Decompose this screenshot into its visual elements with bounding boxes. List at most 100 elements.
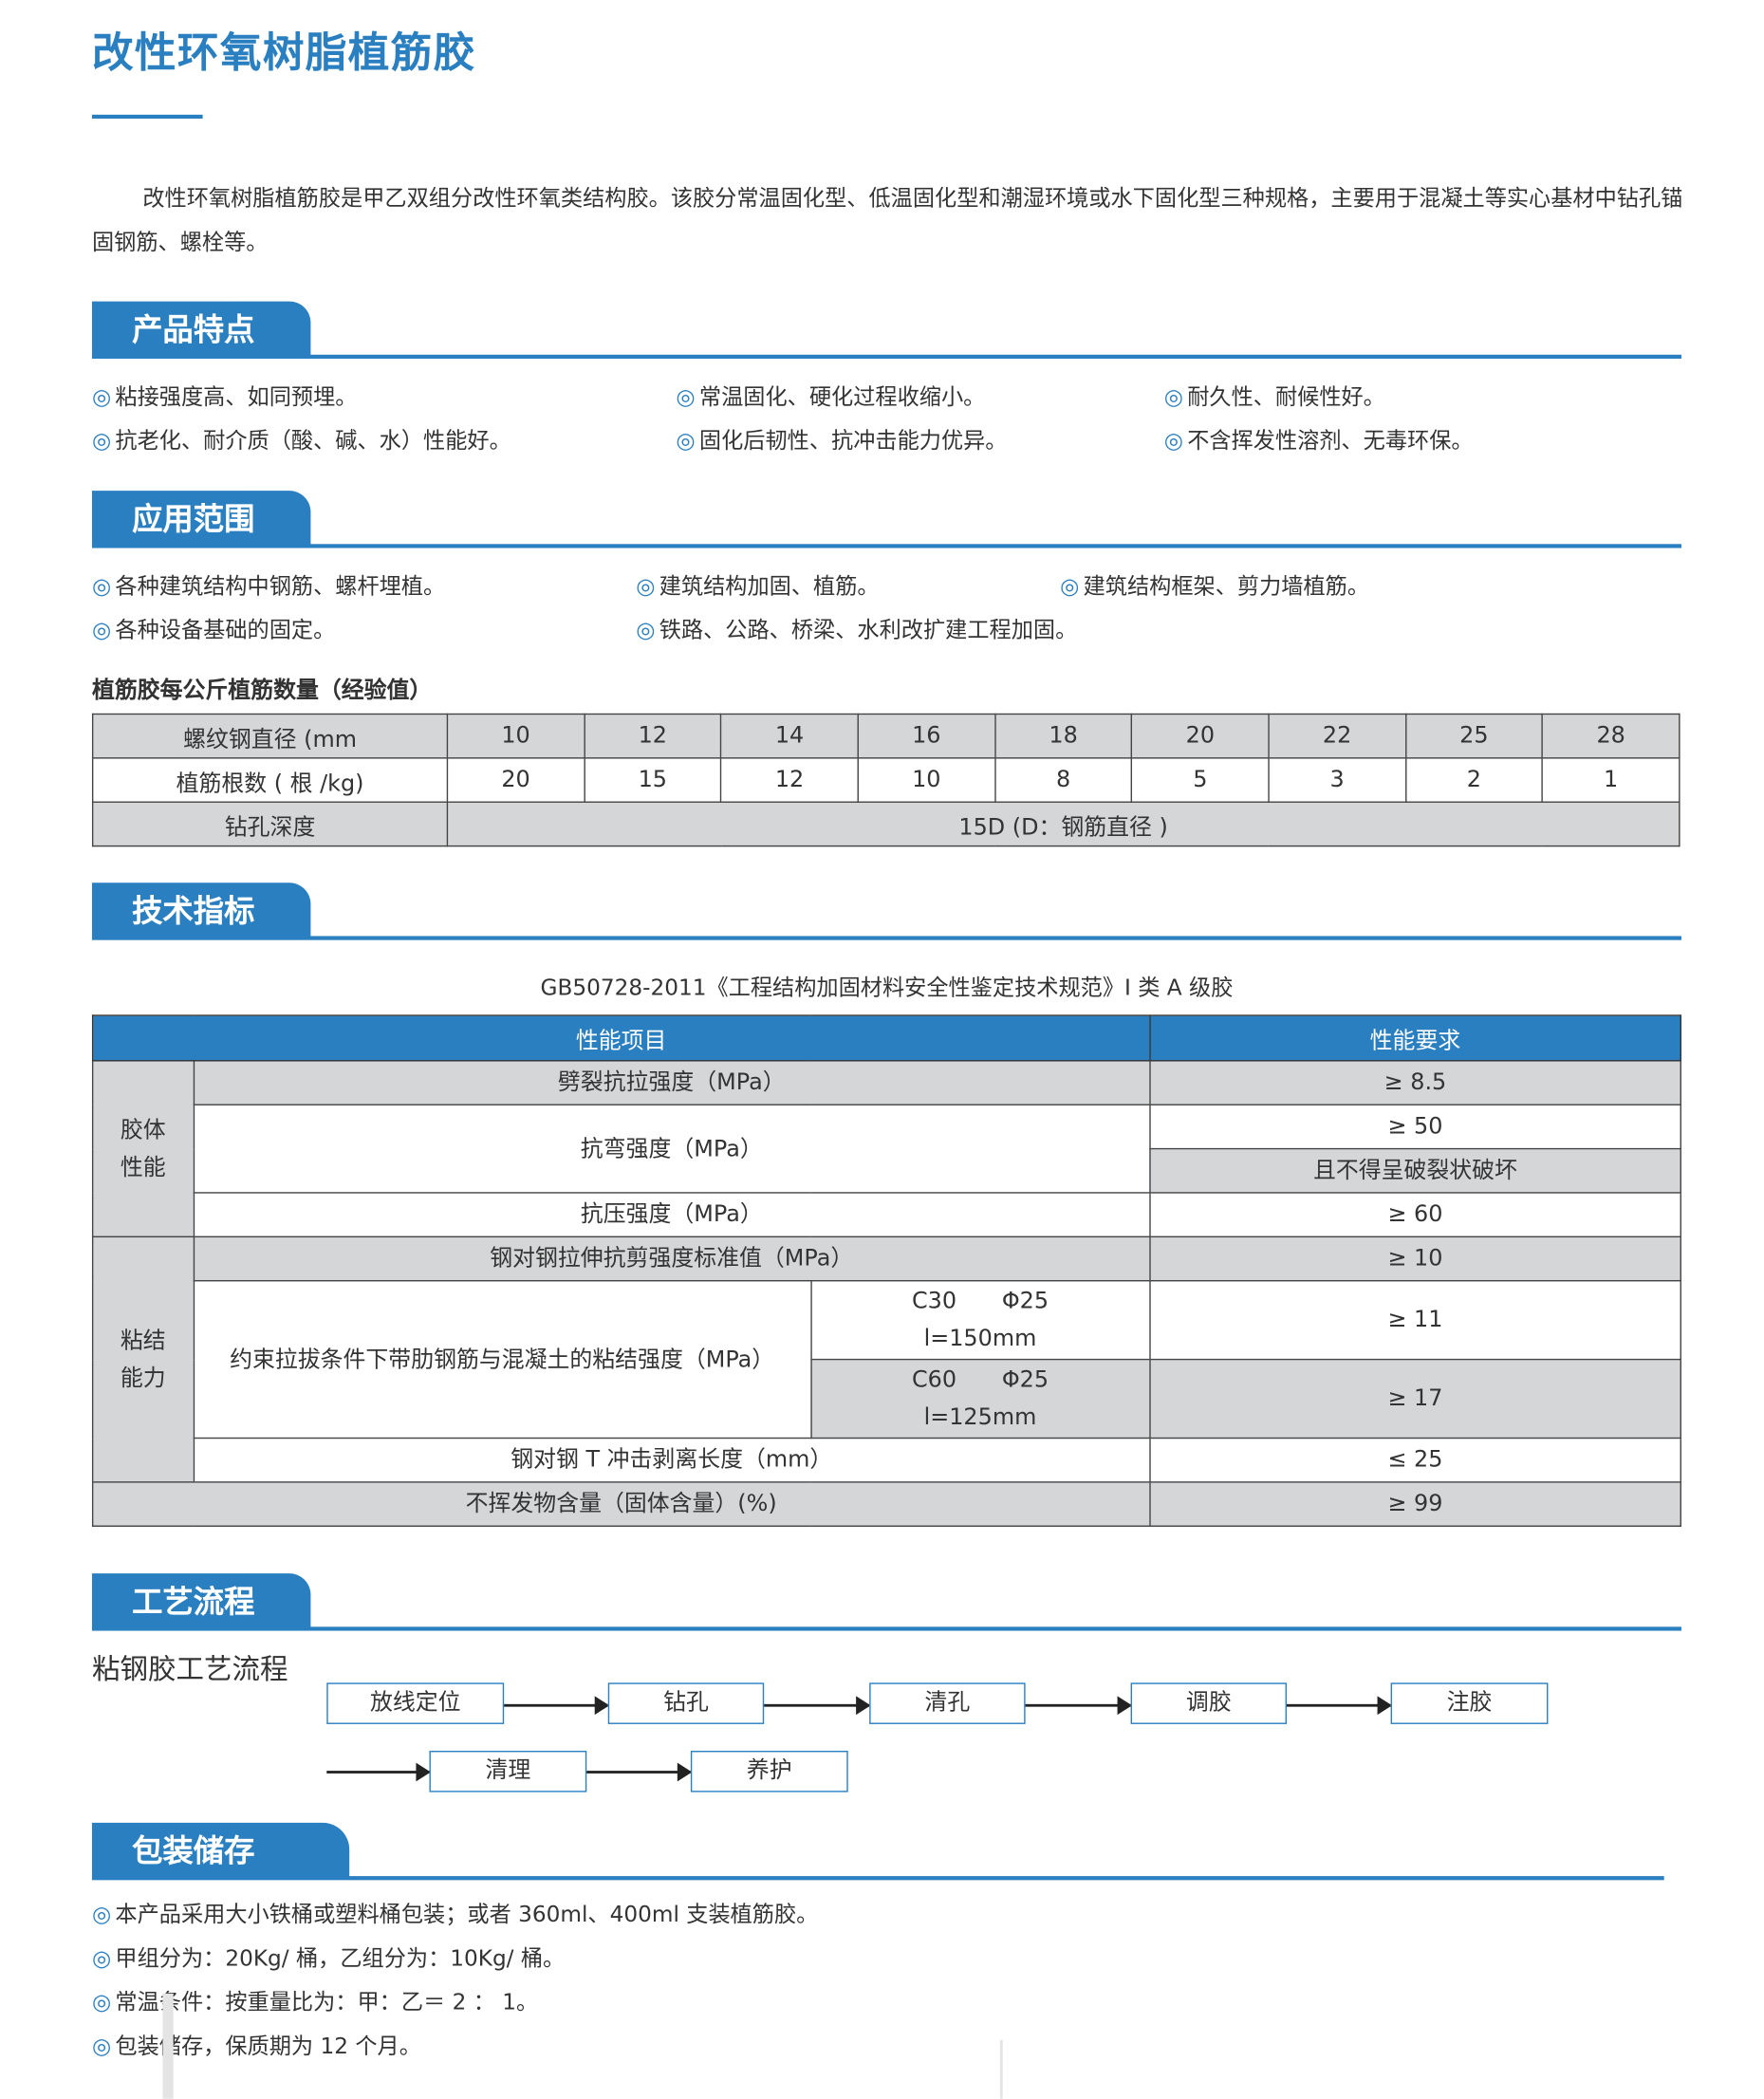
diameter-cell: 18 (993, 713, 1133, 759)
arrow-right-icon (504, 1696, 610, 1716)
req-cell: ≥ 17 (1148, 1358, 1681, 1440)
bullet-icon: ◎ (676, 428, 696, 454)
diameter-cell: 25 (1404, 713, 1544, 759)
arrow-right-icon (1287, 1696, 1393, 1716)
item-cell: 劈裂抗拉强度（MPa） (193, 1060, 1151, 1105)
table-row: 抗弯强度（MPa） ≥ 50 (93, 1104, 1681, 1194)
count-cell: 8 (993, 757, 1133, 803)
count-cell: 20 (446, 757, 585, 803)
bullet-icon: ◎ (636, 617, 656, 643)
title-underline (91, 114, 203, 120)
application-item: ◎ 各种建筑结构中钢筋、螺杆埋植。 (91, 573, 446, 599)
background-building-image (162, 1993, 174, 2099)
arrow-right-icon (586, 1762, 693, 1782)
section-divider (91, 936, 1681, 940)
bullet-icon: ◎ (1163, 383, 1183, 410)
item-cell: 钢对钢拉伸抗剪强度标准值（MPa） (193, 1235, 1151, 1282)
tech-spec-table: 性能项目 性能要求 胶体性能 劈裂抗拉强度（MPa） ≥ 8.5 抗弯强度（MP… (91, 1014, 1681, 1527)
diameter-cell: 16 (857, 713, 996, 759)
item-cell: 钢对钢 T 冲击剥离长度（mm） (193, 1437, 1151, 1483)
item-cell: 抗弯强度（MPa） (193, 1104, 1151, 1194)
table-row: 且不得呈破裂状破坏 (93, 1147, 1681, 1194)
section-divider (91, 354, 1681, 359)
row-header: 钻孔深度 (91, 801, 449, 847)
application-item: ◎ 铁路、公路、桥梁、水利改扩建工程加固。 (636, 617, 1078, 643)
section-process-heading: 工艺流程 (91, 1573, 311, 1630)
diameter-cell: 12 (583, 713, 722, 759)
diameter-cell: 20 (1131, 713, 1270, 759)
diameter-cell: 14 (720, 713, 859, 759)
packaging-item: ◎ 包装储存，保质期为 12 个月。 (91, 2033, 421, 2059)
flow-step: 清理 (429, 1751, 587, 1793)
arrow-right-icon (326, 1762, 431, 1782)
page-title: 改性环氧树脂植筋胶 (91, 28, 476, 78)
flow-step: 清孔 (869, 1682, 1026, 1724)
section-applications-heading: 应用范围 (91, 491, 311, 548)
table-row: 约束拉拔条件下带肋钢筋与混凝土的粘结强度（MPa） C30 Φ25 l=150mm… (93, 1279, 1681, 1440)
req-cell: ≥ 11 (1148, 1279, 1681, 1361)
standard-caption: GB50728-2011《工程结构加固材料安全性鉴定技术规范》I 类 A 级胶 (540, 975, 1234, 1000)
count-cell: 3 (1268, 757, 1406, 803)
flow-step: 放线定位 (326, 1682, 505, 1724)
count-cell: 5 (1131, 757, 1270, 803)
table-row: 胶体性能 劈裂抗拉强度（MPa） ≥ 8.5 (91, 1060, 1681, 1238)
arrow-right-icon (764, 1696, 871, 1716)
item-cell: 抗压强度（MPa） (193, 1192, 1151, 1238)
table-row: C60 Φ25 l=125mm ≥ 17 (93, 1358, 1681, 1440)
bullet-icon: ◎ (91, 573, 112, 599)
diameter-cell: 10 (446, 713, 585, 759)
packaging-item: ◎ 本产品采用大小铁桶或塑料桶包装；或者 360ml、400ml 支装植筋胶。 (91, 1901, 819, 1927)
section-tech-heading: 技术指标 (91, 882, 311, 939)
condition-cell: C30 Φ25 l=150mm (809, 1279, 1151, 1361)
req-cell: ≥ 10 (1148, 1235, 1681, 1282)
bullet-icon: ◎ (636, 573, 656, 599)
bullet-icon: ◎ (91, 1945, 112, 1971)
section-divider (91, 544, 1681, 548)
bullet-icon: ◎ (91, 2033, 112, 2059)
table-row: 抗压强度（MPa） ≥ 60 (93, 1192, 1681, 1238)
bullet-icon: ◎ (1163, 428, 1183, 454)
bullet-icon: ◎ (91, 1901, 112, 1927)
col-header-item: 性能项目 (91, 1014, 1151, 1062)
table-row: 粘结能力 钢对钢拉伸抗剪强度标准值（MPa） ≥ 10 (91, 1235, 1681, 1483)
flow-step: 注胶 (1390, 1682, 1549, 1724)
application-item: ◎ 各种设备基础的固定。 (91, 617, 336, 643)
req-cell: ≤ 25 (1148, 1437, 1681, 1483)
bullet-icon: ◎ (676, 383, 696, 410)
table-row: 螺纹钢直径 (mm 10 12 14 16 18 20 22 25 28 (91, 713, 1680, 759)
count-cell: 12 (720, 757, 859, 803)
item-cell: 约束拉拔条件下带肋钢筋与混凝土的粘结强度（MPa） (193, 1279, 812, 1440)
col-header-req: 性能要求 (1148, 1014, 1681, 1062)
table-row: 不挥发物含量（固体含量）(%) ≥ 99 (91, 1481, 1681, 1527)
req-cell: 且不得呈破裂状破坏 (1148, 1147, 1681, 1194)
table-header-row: 性能项目 性能要求 (91, 1014, 1681, 1062)
section-divider (91, 1876, 1664, 1881)
count-cell: 15 (583, 757, 722, 803)
table-row: 钢对钢 T 冲击剥离长度（mm） ≤ 25 (93, 1437, 1681, 1483)
row-header: 螺纹钢直径 (mm (91, 713, 449, 759)
flow-step: 调胶 (1130, 1682, 1288, 1724)
req-cell: ≥ 8.5 (1148, 1060, 1681, 1105)
item-cell: 不挥发物含量（固体含量）(%) (91, 1481, 1151, 1527)
section-divider (91, 1626, 1681, 1631)
count-cell: 2 (1404, 757, 1544, 803)
packaging-item: ◎ 常温条件：按重量比为：甲：乙＝ 2 ： 1。 (91, 1989, 539, 2015)
bullet-icon: ◎ (91, 617, 112, 643)
feature-item: ◎ 粘接强度高、如同预埋。 (91, 383, 358, 410)
background-building-image (999, 2039, 1003, 2099)
condition-cell: C60 Φ25 l=125mm (809, 1358, 1151, 1440)
group-bond: 粘结能力 (91, 1235, 195, 1483)
application-item: ◎ 建筑结构加固、植筋。 (636, 573, 880, 599)
feature-item: ◎ 不含挥发性溶剂、无毒环保。 (1163, 428, 1474, 454)
feature-item: ◎ 抗老化、耐介质（酸、碱、水）性能好。 (91, 428, 511, 454)
depth-cell: 15D (D：钢筋直径 ) (446, 801, 1680, 847)
application-item: ◎ 建筑结构框架、剪力墙植筋。 (1060, 573, 1370, 599)
group-gel: 胶体性能 (91, 1060, 195, 1238)
rebar-table-label: 植筋胶每公斤植筋数量（经验值） (91, 677, 433, 704)
feature-item: ◎ 耐久性、耐候性好。 (1163, 383, 1385, 410)
bullet-icon: ◎ (1060, 573, 1080, 599)
table-row: 钻孔深度 15D (D：钢筋直径 ) (91, 801, 1680, 847)
count-cell: 1 (1541, 757, 1680, 803)
section-packaging-heading: 包装储存 (91, 1822, 350, 1879)
